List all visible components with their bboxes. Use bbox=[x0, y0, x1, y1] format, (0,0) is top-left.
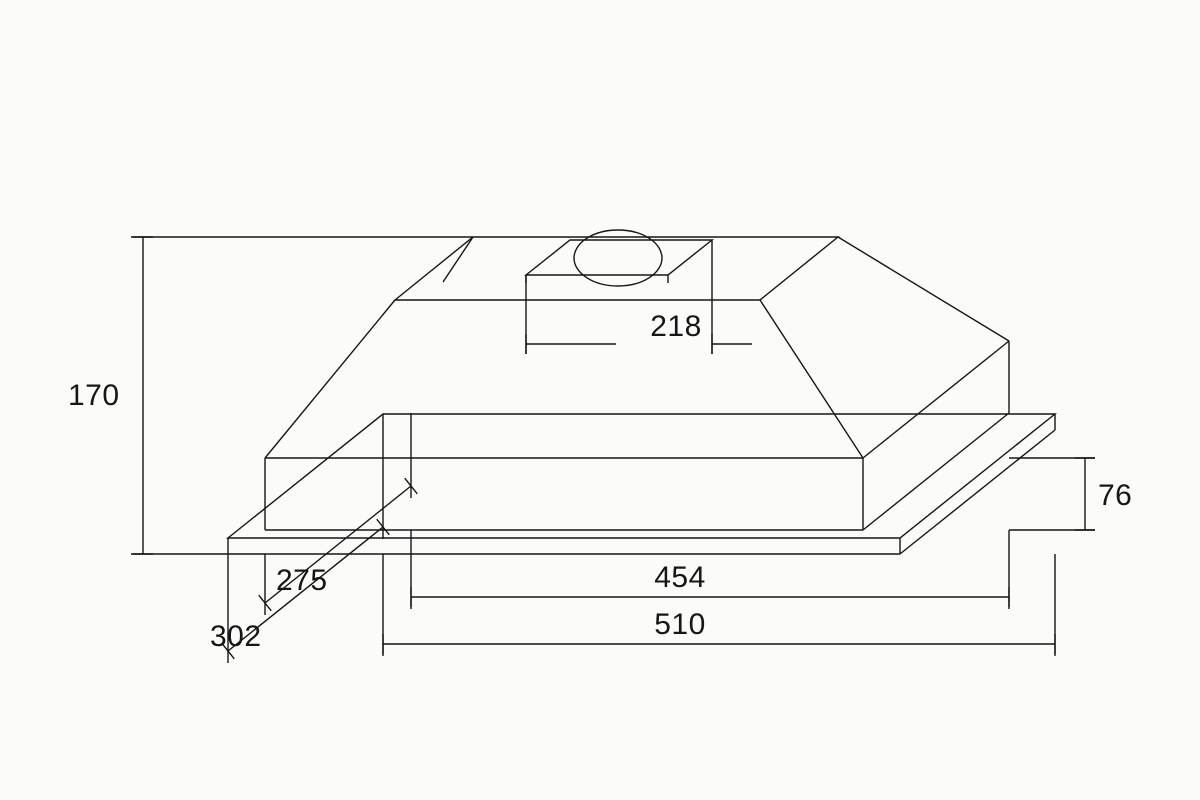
hood-top bbox=[395, 237, 838, 300]
vent-opening bbox=[526, 240, 712, 275]
vent-duct bbox=[574, 230, 662, 286]
dim-76: 76 bbox=[1098, 479, 1132, 512]
dim-454: 454 bbox=[654, 561, 706, 594]
dim-510: 510 bbox=[654, 608, 706, 641]
dim-218: 218 bbox=[650, 310, 702, 343]
dim-170: 170 bbox=[68, 379, 120, 412]
dimension-drawing: 17076275302454510218 bbox=[0, 0, 1200, 800]
dim-302: 302 bbox=[210, 620, 262, 653]
